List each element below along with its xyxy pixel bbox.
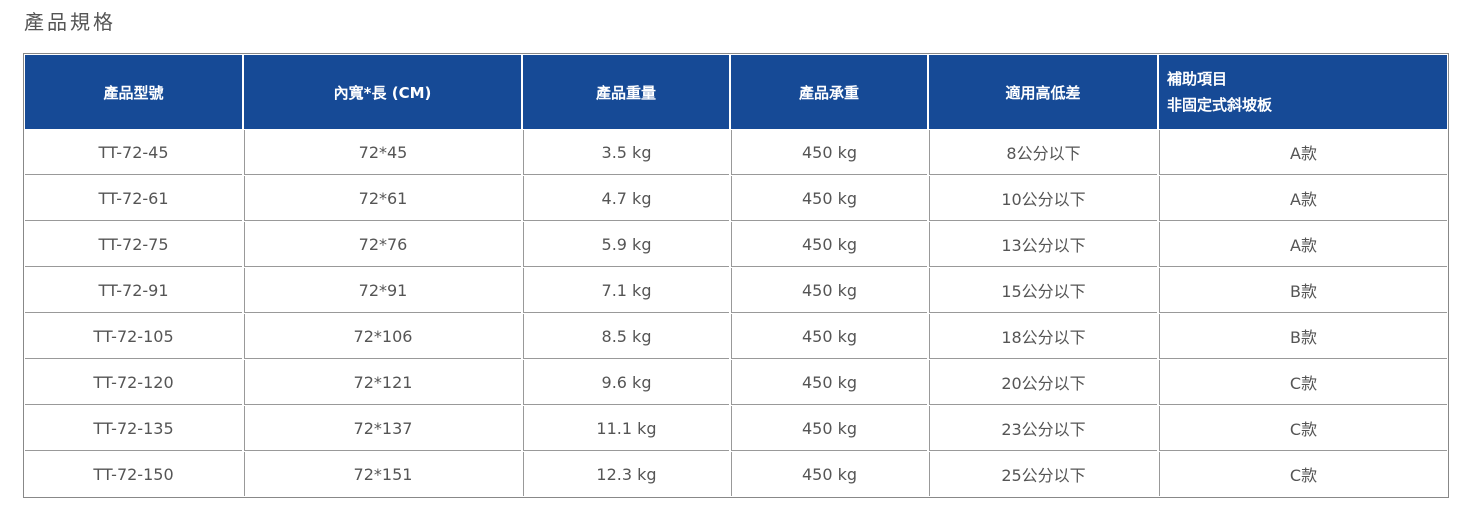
header-accessory-line2: 非固定式斜坡板 [1167, 96, 1273, 114]
header-height-diff: 適用高低差 [929, 55, 1157, 129]
cell-model: TT-72-150 [93, 464, 174, 484]
cell-load: 450 kg [731, 268, 927, 313]
header-size: 內寬*長 (CM) [244, 55, 521, 129]
cell-accessory: B款 [1159, 314, 1447, 359]
header-weight: 產品重量 [523, 55, 729, 129]
cell-size: 72*61 [244, 176, 521, 221]
cell-accessory: C款 [1159, 360, 1447, 405]
cell-size: 72*151 [244, 452, 521, 496]
cell-load: 450 kg [731, 360, 927, 405]
cell-size: 72*91 [244, 268, 521, 313]
table-row: TT-72-75 72*76 5.9 kg 450 kg 13公分以下 A款 [25, 222, 1447, 267]
cell-weight: 4.7 kg [523, 176, 729, 221]
cell-load: 450 kg [731, 130, 927, 175]
cell-load: 450 kg [731, 314, 927, 359]
cell-accessory: A款 [1159, 130, 1447, 175]
cell-load: 450 kg [731, 452, 927, 496]
cell-weight: 12.3 kg [523, 452, 729, 496]
header-model: 產品型號 [25, 55, 242, 129]
table-row: TT-72-120 72*121 9.6 kg 450 kg 20公分以下 C款 [25, 360, 1447, 405]
cell-size: 72*121 [244, 360, 521, 405]
cell-weight: 7.1 kg [523, 268, 729, 313]
cell-weight: 9.6 kg [523, 360, 729, 405]
cell-size: 72*137 [244, 406, 521, 451]
cell-size: 72*45 [244, 130, 521, 175]
cell-height-diff: 8公分以下 [929, 130, 1157, 175]
cell-load: 450 kg [731, 176, 927, 221]
table-row: TT-72-91 72*91 7.1 kg 450 kg 15公分以下 B款 [25, 268, 1447, 313]
spec-table: 產品型號 內寬*長 (CM) 產品重量 產品承重 適用高低差 補助項目非固定式斜… [23, 54, 1449, 497]
section-title: 產品規格 [24, 10, 116, 34]
cell-weight: 5.9 kg [523, 222, 729, 267]
cell-weight: 11.1 kg [523, 406, 729, 451]
cell-size: 72*76 [244, 222, 521, 267]
cell-accessory: C款 [1159, 406, 1447, 451]
cell-model: TT-72-120 [25, 360, 242, 405]
cell-accessory: A款 [1159, 176, 1447, 221]
cell-height-diff: 13公分以下 [929, 222, 1157, 267]
cell-accessory: A款 [1159, 222, 1447, 267]
cell-model: TT-72-105 [25, 314, 242, 359]
cell-accessory: C款 [1159, 452, 1447, 496]
cell-model: TT-72-45 [25, 130, 242, 175]
header-accessory-line1: 補助項目 [1167, 70, 1228, 88]
cell-height-diff: 15公分以下 [929, 268, 1157, 313]
cell-size: 72*106 [244, 314, 521, 359]
cell-model: TT-72-91 [25, 268, 242, 313]
cell-model: TT-72-75 [25, 222, 242, 267]
table-row: TT-72-150 72*151 12.3 kg 450 kg 25公分以下 C款 [25, 452, 1447, 496]
header-row: 產品型號 內寬*長 (CM) 產品重量 產品承重 適用高低差 補助項目非固定式斜… [25, 55, 1447, 129]
cell-height-diff: 10公分以下 [929, 176, 1157, 221]
header-load: 產品承重 [731, 55, 927, 129]
spec-table-container: 產品型號 內寬*長 (CM) 產品重量 產品承重 適用高低差 補助項目非固定式斜… [23, 53, 1449, 498]
table-row: TT-72-105 72*106 8.5 kg 450 kg 18公分以下 B款 [25, 314, 1447, 359]
table-row: TT-72-135 72*137 11.1 kg 450 kg 23公分以下 C款 [25, 406, 1447, 451]
cell-load: 450 kg [731, 406, 927, 451]
table-row: TT-72-45 72*45 3.5 kg 450 kg 8公分以下 A款 [25, 130, 1447, 175]
cell-weight: 8.5 kg [523, 314, 729, 359]
cell-weight: 3.5 kg [523, 130, 729, 175]
cell-model: TT-72-135 [25, 406, 242, 451]
cell-height-diff: 23公分以下 [929, 406, 1157, 451]
header-accessory: 補助項目非固定式斜坡板 [1159, 55, 1447, 129]
table-row: TT-72-61 72*61 4.7 kg 450 kg 10公分以下 A款 [25, 176, 1447, 221]
cell-model: TT-72-61 [25, 176, 242, 221]
cell-height-diff: 18公分以下 [929, 314, 1157, 359]
cell-accessory: B款 [1159, 268, 1447, 313]
cell-height-diff: 20公分以下 [929, 360, 1157, 405]
cell-load: 450 kg [731, 222, 927, 267]
cell-height-diff: 25公分以下 [929, 452, 1157, 496]
